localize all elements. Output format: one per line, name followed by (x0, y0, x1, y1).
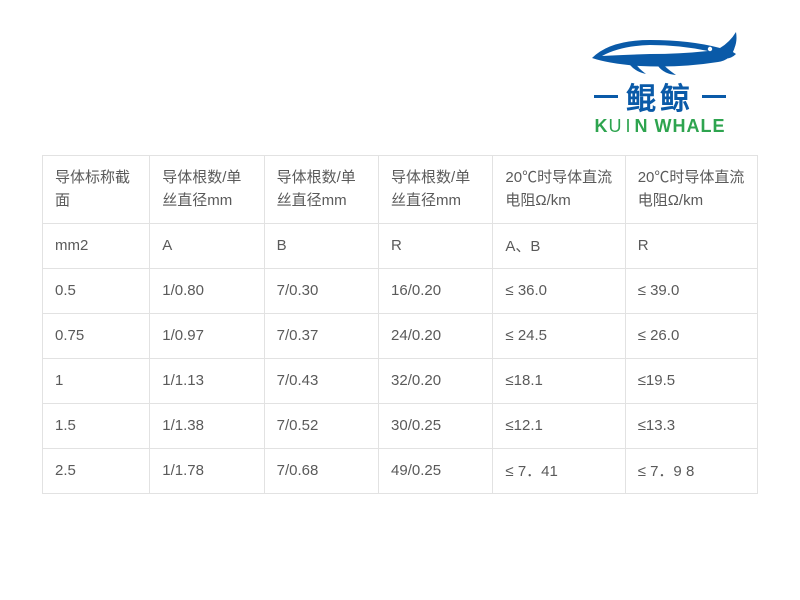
col-header: 导体根数/单丝直径mm (150, 156, 264, 224)
col-header: 20℃时导体直流电阻Ω/km (625, 156, 757, 224)
table-cell: mm2 (43, 223, 150, 268)
brand-logo: 鲲鲸 KUIN WHALE (560, 18, 760, 137)
table-cell: ≤ 36.0 (493, 268, 625, 313)
logo-chinese-text: 鲲鲸 (626, 74, 694, 118)
table-cell: 1/1.38 (150, 403, 264, 448)
table-cell: 2.5 (43, 448, 150, 493)
table-cell: ≤13.3 (625, 403, 757, 448)
logo-english-text: KUIN WHALE (560, 116, 760, 137)
col-header: 导体根数/单丝直径mm (264, 156, 378, 224)
table-row: 1.5 1/1.38 7/0.52 30/0.25 ≤12.1 ≤13.3 (43, 403, 758, 448)
whale-icon (580, 18, 740, 78)
table-cell: 30/0.25 (379, 403, 493, 448)
table-cell: ≤18.1 (493, 358, 625, 403)
table-cell: A (150, 223, 264, 268)
table-header-row: 导体标称截面 导体根数/单丝直径mm 导体根数/单丝直径mm 导体根数/单丝直径… (43, 156, 758, 224)
table-row: 0.5 1/0.80 7/0.30 16/0.20 ≤ 36.0 ≤ 39.0 (43, 268, 758, 313)
table-cell: 7/0.37 (264, 313, 378, 358)
table-cell: 24/0.20 (379, 313, 493, 358)
table-cell: 1/0.80 (150, 268, 264, 313)
table-cell: ≤ 24.5 (493, 313, 625, 358)
table-cell: 1/1.78 (150, 448, 264, 493)
table-cell: R (625, 223, 757, 268)
col-header: 20℃时导体直流电阻Ω/km (493, 156, 625, 224)
table-cell: 32/0.20 (379, 358, 493, 403)
spec-table-container: 导体标称截面 导体根数/单丝直径mm 导体根数/单丝直径mm 导体根数/单丝直径… (42, 155, 758, 494)
table-cell: 7/0.43 (264, 358, 378, 403)
table-cell: 0.75 (43, 313, 150, 358)
table-cell: ≤ 26.0 (625, 313, 757, 358)
table-cell: 1 (43, 358, 150, 403)
table-subhead-row: mm2 A B R A、B R (43, 223, 758, 268)
table-row: 2.5 1/1.78 7/0.68 49/0.25 ≤ 7．41 ≤ 7．9 8 (43, 448, 758, 493)
table-row: 1 1/1.13 7/0.43 32/0.20 ≤18.1 ≤19.5 (43, 358, 758, 403)
logo-dash-left (594, 95, 618, 98)
table-cell: 16/0.20 (379, 268, 493, 313)
table-body: mm2 A B R A、B R 0.5 1/0.80 7/0.30 16/0.2… (43, 223, 758, 493)
table-row: 0.75 1/0.97 7/0.37 24/0.20 ≤ 24.5 ≤ 26.0 (43, 313, 758, 358)
table-cell: ≤ 7．41 (493, 448, 625, 493)
table-cell: 1/1.13 (150, 358, 264, 403)
logo-chinese-row: 鲲鲸 (560, 74, 760, 118)
table-cell: R (379, 223, 493, 268)
table-cell: 49/0.25 (379, 448, 493, 493)
table-cell: 7/0.30 (264, 268, 378, 313)
table-cell: 7/0.68 (264, 448, 378, 493)
table-cell: 0.5 (43, 268, 150, 313)
spec-table: 导体标称截面 导体根数/单丝直径mm 导体根数/单丝直径mm 导体根数/单丝直径… (42, 155, 758, 494)
table-cell: 7/0.52 (264, 403, 378, 448)
table-cell: ≤12.1 (493, 403, 625, 448)
table-cell: 1.5 (43, 403, 150, 448)
table-cell: B (264, 223, 378, 268)
table-cell: ≤19.5 (625, 358, 757, 403)
logo-dash-right (702, 95, 726, 98)
table-cell: A、B (493, 223, 625, 268)
col-header: 导体标称截面 (43, 156, 150, 224)
table-cell: 1/0.97 (150, 313, 264, 358)
table-cell: ≤ 7．9 8 (625, 448, 757, 493)
col-header: 导体根数/单丝直径mm (379, 156, 493, 224)
table-cell: ≤ 39.0 (625, 268, 757, 313)
